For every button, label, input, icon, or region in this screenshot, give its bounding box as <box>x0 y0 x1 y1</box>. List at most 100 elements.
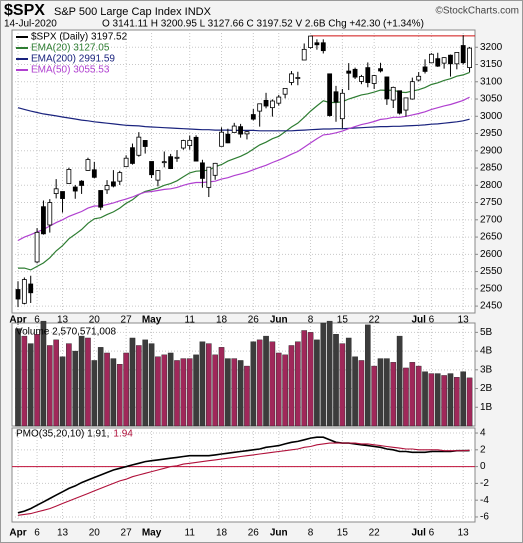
x-tick-label: 6 <box>34 528 40 539</box>
candle-body <box>428 53 434 64</box>
y-tick-label: -2 <box>480 478 489 489</box>
candle-body <box>104 185 110 191</box>
volume-bar <box>441 375 447 427</box>
volume-bar <box>27 343 34 427</box>
y-tick-label: 5B <box>480 327 493 338</box>
price-panel <box>11 29 476 314</box>
volume-bar <box>333 334 339 427</box>
y-tick-label: 3B <box>480 364 493 375</box>
x-tick-label: May <box>142 528 162 539</box>
volume-bar <box>269 341 276 427</box>
quote: O 3141.11 H 3200.95 L 3127.66 C 3197.52 … <box>102 19 424 30</box>
candle-body <box>365 67 371 83</box>
candle-body <box>359 76 364 82</box>
candle-body <box>448 54 453 65</box>
y-tick-label: 3150 <box>480 59 503 70</box>
volume-bar <box>339 343 346 427</box>
candle-body <box>142 140 148 147</box>
candle-body <box>149 161 154 176</box>
volume-bar <box>174 360 180 427</box>
y-tick-label: 2650 <box>480 232 503 243</box>
x-tick-label: 8 <box>308 528 314 539</box>
candle-body <box>327 73 333 116</box>
candle-body <box>454 52 460 65</box>
candle-body <box>41 206 46 235</box>
candle-body <box>397 90 403 114</box>
x-tick-label: 13 <box>458 315 470 326</box>
volume-bar <box>91 360 98 427</box>
volume-bar <box>377 358 384 427</box>
candle-body <box>53 188 59 194</box>
x-tick-label: 6 <box>429 315 435 326</box>
candle-body <box>231 125 237 133</box>
candle-body <box>390 86 396 101</box>
candle-body <box>79 180 84 186</box>
y-tick-label: 0 <box>480 461 486 472</box>
candle-body <box>409 81 415 100</box>
x-tick-label: 6 <box>34 315 40 326</box>
candle-body <box>155 170 161 181</box>
volume-bar <box>454 377 460 427</box>
volume-bar <box>85 337 91 427</box>
volume-bar <box>180 358 187 427</box>
x-tick-label: Jun <box>270 315 288 326</box>
volume-bar <box>97 347 104 427</box>
date: 14-Jul-2020 <box>4 19 57 30</box>
candle-body <box>66 169 72 184</box>
y-tick-label: -4 <box>480 495 489 506</box>
volume-bar <box>142 339 149 427</box>
volume-bar <box>434 373 441 427</box>
volume-bar <box>72 350 79 427</box>
y-tick-label: 2450 <box>480 301 503 312</box>
volume-bar <box>326 320 333 427</box>
candle-body <box>244 131 250 135</box>
x-tick-label: 22 <box>369 315 381 326</box>
volume-bar <box>110 358 117 427</box>
volume-bar <box>161 354 168 427</box>
x-tick-label: Jul <box>411 528 426 539</box>
volume-bar <box>59 356 66 427</box>
candle-body <box>416 75 422 81</box>
volume-bar <box>422 371 428 427</box>
x-tick-label: 6 <box>429 528 435 539</box>
x-tick-label: 11 <box>185 315 196 326</box>
volume-bar <box>186 358 193 427</box>
volume-bar <box>129 337 136 427</box>
volume-bar <box>384 358 390 427</box>
volume-bar <box>345 337 352 427</box>
x-tick-label: 20 <box>89 315 101 326</box>
candle-body <box>378 68 383 72</box>
legend-label: EMA(20) 3127.05 <box>31 43 110 54</box>
volume-bar <box>155 356 161 427</box>
y-tick-label: 2900 <box>480 145 503 156</box>
candle-body <box>168 156 174 169</box>
volume-bar <box>218 347 225 427</box>
pmo-panel <box>11 427 476 523</box>
candle-body <box>295 77 301 79</box>
candle-body <box>384 76 390 100</box>
candle-body <box>117 172 123 182</box>
volume-bar <box>123 352 129 427</box>
volume-bar <box>263 335 269 427</box>
volume-bar <box>78 335 85 427</box>
x-tick-label: 15 <box>337 315 349 326</box>
legend-label: EMA(50) 3055.53 <box>31 65 110 76</box>
candle-body <box>289 73 294 83</box>
volume-bar <box>428 373 435 427</box>
candle-body <box>21 279 27 304</box>
volume-bar <box>301 330 308 427</box>
x-tick-label: 11 <box>185 528 196 539</box>
y-tick-label: 2500 <box>480 283 503 294</box>
x-tick-label: 26 <box>248 315 260 326</box>
x-tick-label: 13 <box>57 315 69 326</box>
x-tick-label: Apr <box>9 528 26 539</box>
y-tick-label: 2B <box>480 383 493 394</box>
source: ©StockCharts.com <box>435 6 519 17</box>
candle-body <box>257 103 263 112</box>
candle-body <box>467 47 472 68</box>
y-tick-label: 4B <box>480 346 493 357</box>
volume-bar <box>307 332 314 427</box>
volume-bar <box>415 365 422 427</box>
candle-body <box>130 147 135 164</box>
